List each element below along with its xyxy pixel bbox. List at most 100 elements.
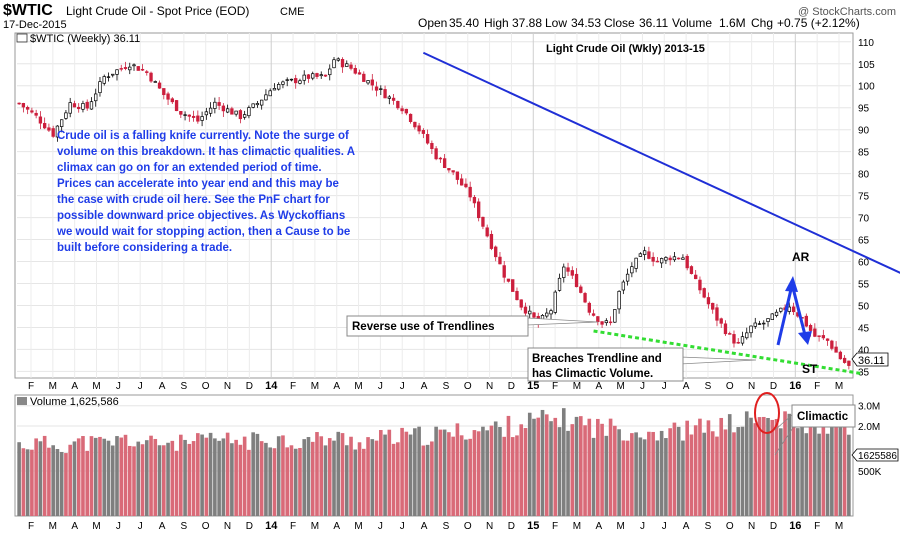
candle-body	[30, 110, 34, 113]
volume-bar	[651, 431, 655, 516]
price-candles	[17, 57, 851, 370]
candle-body	[136, 66, 140, 71]
volume-bar	[191, 441, 196, 516]
volume-last-value: 1625586	[858, 451, 897, 462]
time-tick-label: O	[464, 381, 472, 392]
volume-bar	[510, 437, 515, 516]
candle-body	[808, 324, 813, 331]
time-axis-bottom: F M A M J J A S O N D 14 F M A M J J A S O N D 15 F M A M J J A S O N D 16 F…	[28, 520, 843, 532]
candle-body	[719, 318, 723, 324]
candle-body	[42, 123, 47, 129]
volume-bar	[536, 417, 541, 516]
volume-bar	[55, 449, 60, 516]
volume-bar	[664, 438, 668, 516]
st-label: ST	[802, 362, 818, 376]
volume-last-tag: 1625586	[851, 448, 899, 462]
candle-body	[838, 351, 843, 360]
candle-body	[545, 312, 549, 317]
candle-body	[234, 110, 238, 115]
candle-body	[25, 106, 30, 110]
time-tick-label: O	[726, 521, 734, 532]
candle-body	[132, 64, 136, 67]
volume-bar	[281, 435, 285, 516]
price-tick-label: 110	[858, 38, 874, 49]
volume-bar	[421, 445, 426, 516]
candle-body	[672, 256, 677, 261]
volume-bar	[259, 441, 264, 516]
volume-bar	[34, 438, 38, 516]
instrument-name: Light Crude Oil - Spot Price (EOD)	[66, 4, 249, 18]
candle-body	[383, 89, 387, 99]
volume-bar	[719, 417, 724, 516]
volume-bar	[800, 416, 804, 516]
time-tick-label: J	[640, 521, 645, 532]
candle-body	[791, 306, 796, 313]
candle-body	[728, 333, 732, 335]
candle-body	[60, 119, 64, 127]
candle-body	[676, 257, 681, 260]
volume-bar	[847, 434, 851, 516]
price-tick-label: 35	[858, 367, 870, 378]
candle-body	[259, 99, 264, 106]
volume-bar	[515, 435, 519, 516]
price-tick-label: 60	[858, 258, 870, 269]
candle-body	[489, 233, 494, 249]
volume-tick-label: 2.0M	[858, 422, 880, 433]
volume-bar	[264, 442, 268, 516]
time-tick-label: A	[421, 521, 428, 532]
volume-bar	[47, 447, 51, 516]
candle-body	[311, 73, 315, 79]
volume-bar	[196, 433, 200, 516]
volume-bar	[621, 440, 626, 516]
volume-bar	[349, 436, 353, 516]
time-tick-label: N	[748, 381, 755, 392]
time-tick-label: A	[159, 521, 166, 532]
time-tick-label: M	[835, 381, 843, 392]
volume-bar	[379, 430, 383, 516]
breaches-label-2: has Climactic Volume.	[532, 368, 653, 380]
volume-bar	[821, 413, 826, 516]
time-tick-label: J	[138, 521, 143, 532]
chg-label: Chg	[751, 16, 773, 30]
candle-body	[821, 335, 826, 339]
volume-bar	[702, 432, 707, 516]
time-tick-label: J	[662, 381, 667, 392]
candle-body	[749, 325, 753, 334]
volume-bar	[144, 440, 149, 516]
volume-bar	[285, 447, 290, 516]
volume-tick-label: 500K	[858, 467, 882, 478]
candle-body	[430, 143, 434, 150]
volume-bar	[566, 430, 570, 516]
time-tick-label: A	[595, 381, 602, 392]
volume-bar	[361, 448, 366, 516]
volume-bar	[161, 445, 166, 516]
candle-body	[694, 274, 698, 280]
candle-body	[753, 322, 757, 327]
candle-body	[842, 357, 847, 363]
volume-bar	[540, 409, 545, 516]
candle-body	[745, 332, 749, 339]
candle-body	[128, 66, 132, 71]
volume-bar	[796, 428, 800, 516]
volume-bar	[102, 438, 107, 516]
candle-body	[85, 101, 89, 109]
volume-bar	[532, 418, 536, 516]
ar-arrow	[776, 276, 798, 346]
candle-body	[817, 335, 821, 337]
volume-bar	[251, 432, 255, 516]
volume-bar	[208, 432, 213, 516]
candle-body	[362, 73, 366, 82]
volume-bar	[404, 431, 409, 516]
time-tick-label: A	[333, 381, 340, 392]
price-legend-text: $WTIC (Weekly) 36.11	[30, 33, 140, 45]
time-tick-label: D	[770, 381, 777, 392]
volume-bar	[400, 427, 404, 516]
time-tick-label: J	[662, 521, 667, 532]
price-tick-label: 80	[858, 170, 870, 181]
time-tick-label: M	[311, 381, 319, 392]
candle-body	[562, 266, 566, 278]
candle-body	[579, 286, 583, 293]
candle-body	[502, 265, 506, 278]
volume-bar	[174, 450, 179, 516]
volume-bar	[110, 445, 115, 516]
